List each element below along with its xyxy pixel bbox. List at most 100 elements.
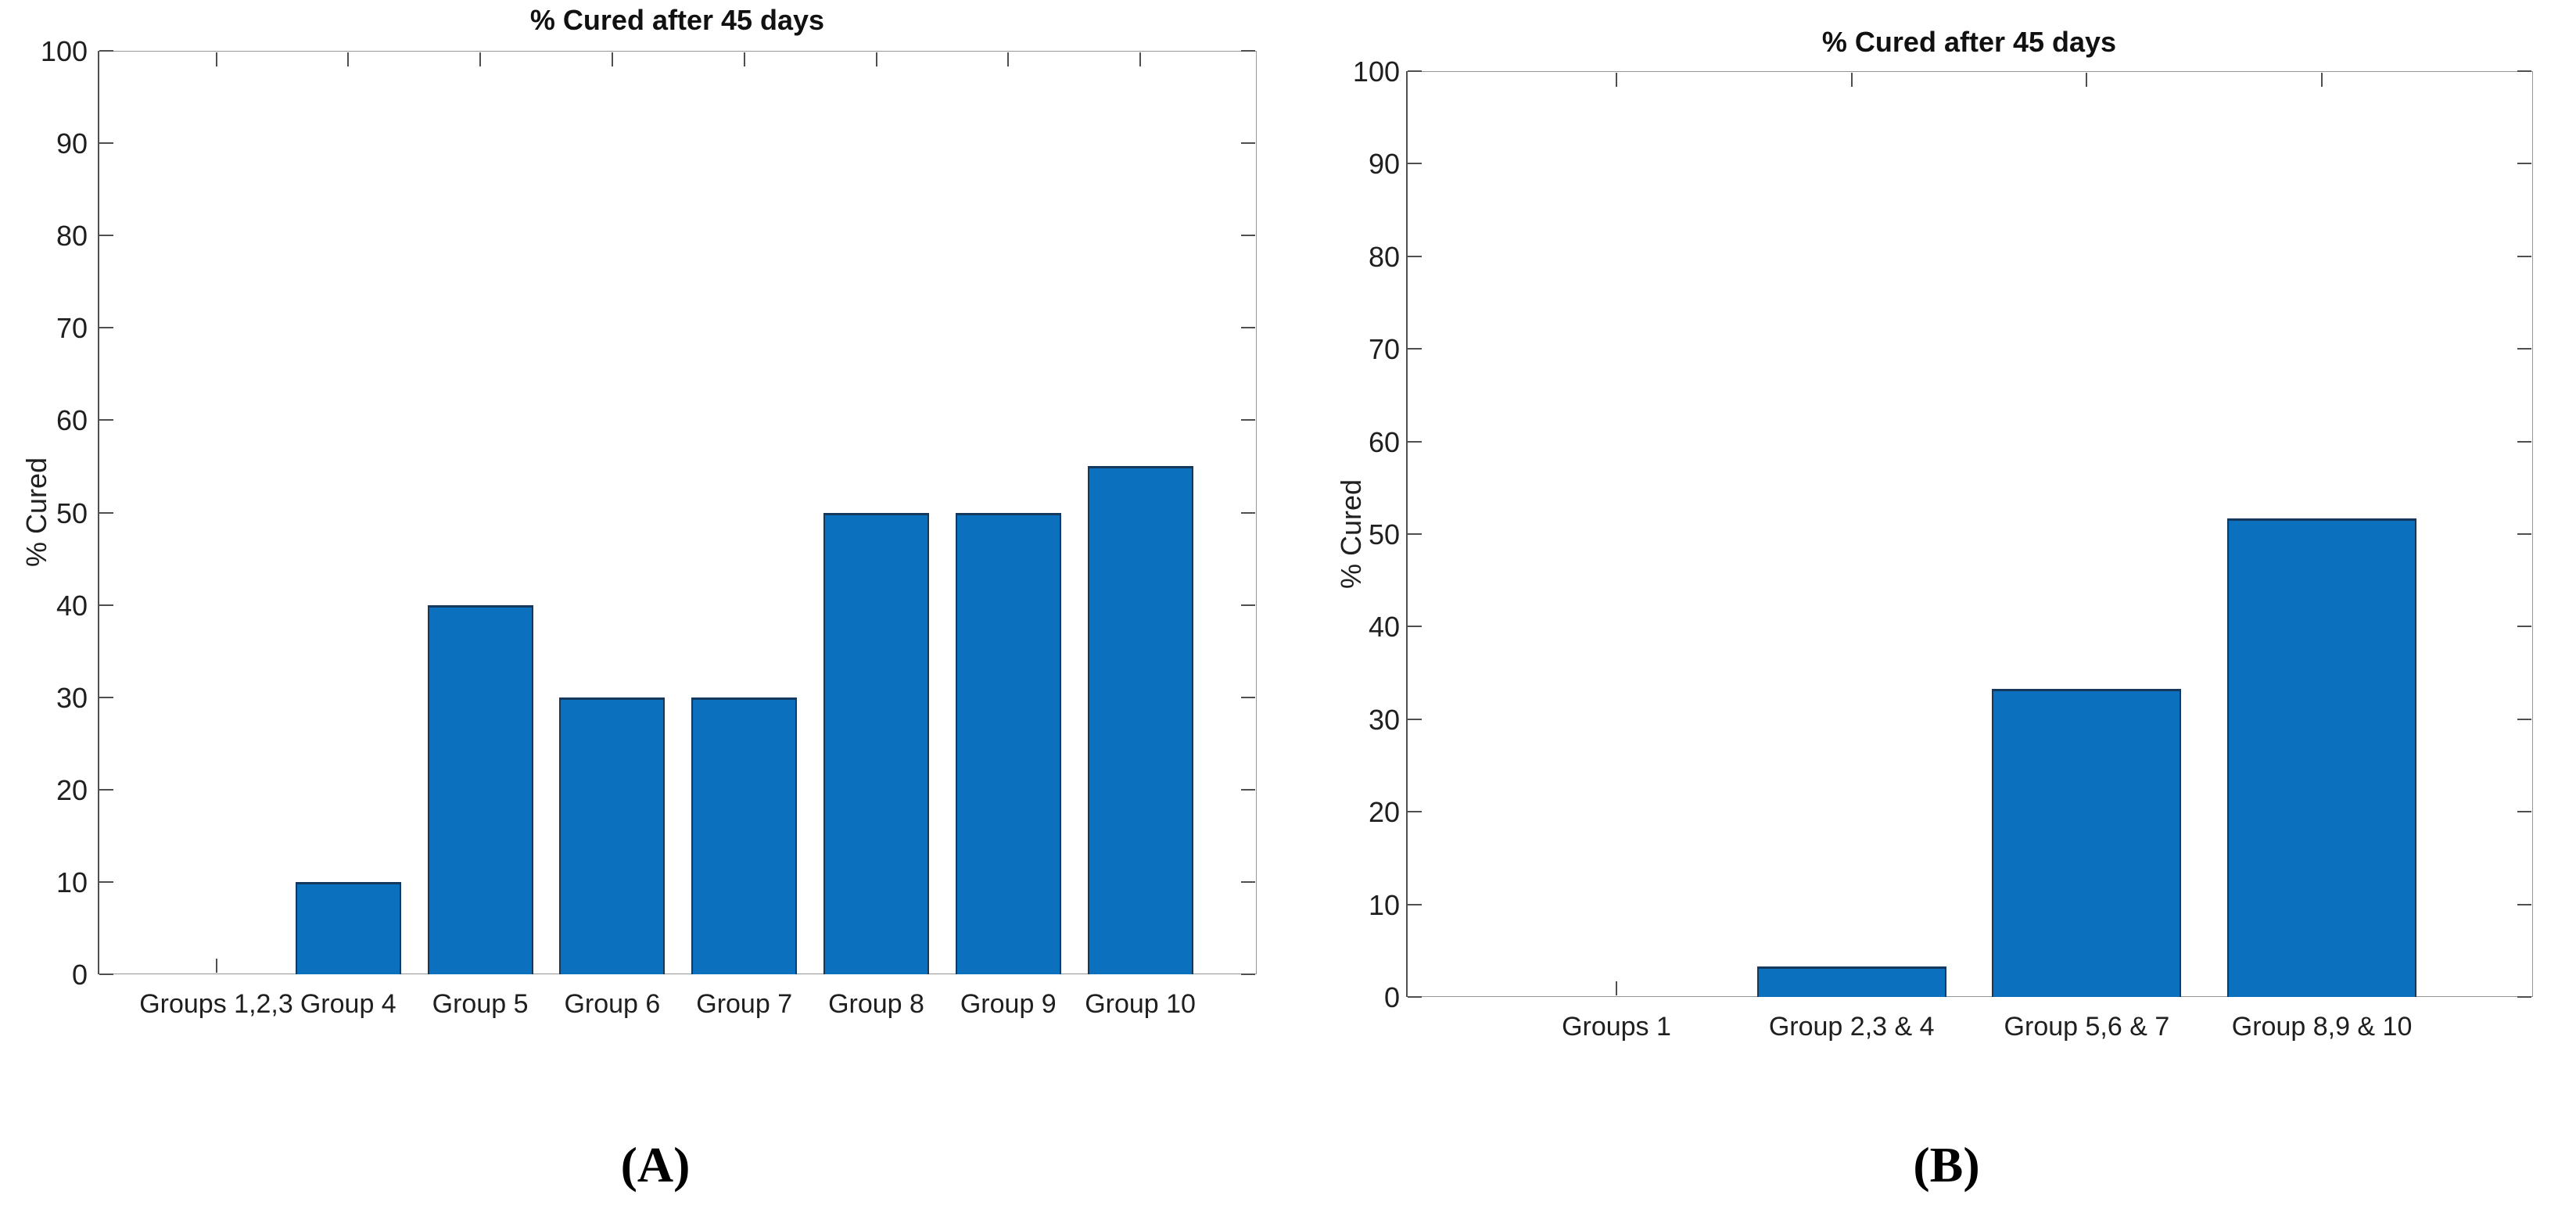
y-tick-label: 50 bbox=[56, 497, 88, 529]
y-tick-left bbox=[1408, 996, 1422, 998]
y-axis-label-text: % Cured bbox=[20, 457, 52, 568]
y-tick-left bbox=[99, 511, 113, 514]
y-tick-right bbox=[2517, 626, 2531, 628]
y-tick-right bbox=[1241, 604, 1255, 606]
x-tick-bottom bbox=[2321, 981, 2323, 995]
y-tick-left bbox=[99, 50, 113, 52]
y-tick-right bbox=[2517, 811, 2531, 813]
x-tick-top bbox=[215, 52, 217, 66]
y-tick-label: 70 bbox=[56, 312, 88, 345]
y-tick-left bbox=[1408, 163, 1422, 165]
y-tick-left bbox=[99, 235, 113, 237]
x-tick-top bbox=[479, 52, 482, 66]
y-tick-left bbox=[1408, 348, 1422, 350]
x-tick-top bbox=[1616, 73, 1617, 87]
bar bbox=[1992, 688, 2182, 997]
bar bbox=[955, 512, 1061, 974]
x-tick-bottom bbox=[479, 959, 482, 973]
x-tick-label: Group 5,6 & 7 bbox=[2004, 1012, 2170, 1042]
plot-box bbox=[98, 51, 1257, 974]
y-tick-right bbox=[2517, 533, 2531, 535]
y-tick-label: 30 bbox=[1368, 703, 1400, 736]
x-tick-bottom bbox=[743, 959, 745, 973]
y-axis-label-text: % Cured bbox=[1335, 479, 1367, 590]
y-tick-right bbox=[2517, 70, 2531, 72]
y-tick-label: 0 bbox=[1383, 981, 1400, 1013]
bar bbox=[823, 512, 929, 974]
x-tick-bottom bbox=[215, 959, 217, 973]
chart-title: % Cured after 45 days bbox=[529, 4, 825, 36]
y-tick-label: 60 bbox=[1368, 425, 1400, 458]
x-tick-bottom bbox=[347, 959, 350, 973]
y-tick-left bbox=[1408, 255, 1422, 257]
y-tick-label: 20 bbox=[56, 773, 88, 806]
y-tick-label: 30 bbox=[56, 681, 88, 714]
x-tick-label: Group 10 bbox=[1085, 989, 1196, 1019]
x-tick-top bbox=[611, 52, 613, 66]
x-tick-label: Group 7 bbox=[696, 989, 793, 1019]
y-tick-right bbox=[2517, 255, 2531, 257]
x-tick-top bbox=[2321, 73, 2323, 87]
y-tick-right bbox=[2517, 903, 2531, 905]
y-tick-label: 60 bbox=[56, 404, 88, 437]
x-tick-top bbox=[1007, 52, 1010, 66]
x-tick-label: Group 4 bbox=[300, 989, 396, 1019]
y-tick-left bbox=[1408, 903, 1422, 905]
y-tick-label: 20 bbox=[1368, 796, 1400, 829]
plot-box bbox=[1406, 71, 2533, 997]
y-tick-left bbox=[99, 696, 113, 698]
y-tick-label: 70 bbox=[1368, 333, 1400, 366]
y-tick-left bbox=[99, 788, 113, 791]
bar bbox=[1756, 966, 1946, 997]
y-tick-right bbox=[2517, 718, 2531, 720]
y-tick-left bbox=[99, 419, 113, 421]
x-tick-label: Group 6 bbox=[564, 989, 661, 1019]
y-tick-label: 40 bbox=[56, 589, 88, 622]
x-tick-label: Groups 1,2,3 bbox=[139, 989, 293, 1019]
x-tick-top bbox=[2086, 73, 2088, 87]
y-tick-right bbox=[1241, 142, 1255, 145]
x-tick-top bbox=[743, 52, 745, 66]
y-tick-right bbox=[2517, 440, 2531, 443]
y-tick-right bbox=[1241, 696, 1255, 698]
y-axis-line bbox=[1406, 71, 1408, 997]
bar bbox=[295, 881, 401, 974]
y-tick-label: 100 bbox=[40, 35, 88, 67]
y-tick-right bbox=[1241, 974, 1255, 975]
x-tick-top bbox=[347, 52, 350, 66]
x-tick-bottom bbox=[1139, 959, 1142, 973]
y-tick-label: 40 bbox=[1368, 611, 1400, 644]
subfigure-caption-b: (B) bbox=[1913, 1137, 1980, 1192]
y-tick-label: 10 bbox=[1368, 888, 1400, 921]
x-tick-label: Group 8 bbox=[828, 989, 924, 1019]
y-tick-right bbox=[1241, 880, 1255, 883]
y-tick-label: 90 bbox=[1368, 148, 1400, 181]
x-tick-bottom bbox=[611, 959, 613, 973]
y-tick-right bbox=[1241, 511, 1255, 514]
subfigure-caption-a: (A) bbox=[620, 1137, 691, 1192]
y-tick-right bbox=[1241, 788, 1255, 791]
y-tick-label: 50 bbox=[1368, 518, 1400, 550]
x-tick-bottom bbox=[1616, 981, 1617, 995]
y-tick-right bbox=[2517, 348, 2531, 350]
y-tick-label: 80 bbox=[1368, 240, 1400, 273]
y-tick-label: 10 bbox=[56, 866, 88, 898]
y-tick-label: 100 bbox=[1352, 56, 1400, 88]
x-tick-top bbox=[875, 52, 877, 66]
y-tick-right bbox=[2517, 996, 2531, 998]
x-tick-label: Group 9 bbox=[960, 989, 1057, 1019]
bar bbox=[691, 697, 798, 974]
x-tick-bottom bbox=[875, 959, 877, 973]
x-tick-bottom bbox=[1007, 959, 1010, 973]
x-tick-bottom bbox=[2086, 981, 2088, 995]
x-tick-top bbox=[1850, 73, 1853, 87]
x-tick-bottom bbox=[1850, 981, 1853, 995]
y-tick-left bbox=[99, 604, 113, 606]
y-tick-left bbox=[1408, 811, 1422, 813]
x-tick-label: Groups 1 bbox=[1562, 1012, 1671, 1042]
y-tick-right bbox=[1241, 235, 1255, 237]
y-tick-label: 80 bbox=[56, 220, 88, 253]
